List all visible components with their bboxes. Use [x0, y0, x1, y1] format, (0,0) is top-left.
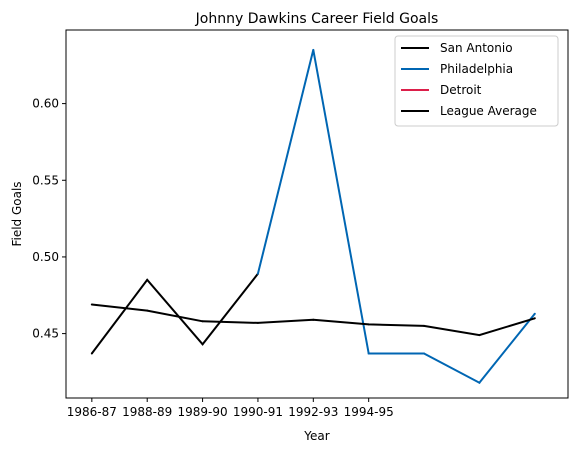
chart-title: Johnny Dawkins Career Field Goals [195, 11, 439, 27]
series-line [256, 49, 536, 384]
y-tick-label: 0.50 [32, 250, 59, 264]
data-point [256, 272, 259, 275]
data-point [478, 334, 481, 337]
series-3 [90, 303, 536, 337]
data-point [256, 321, 259, 324]
legend-entry: Detroit [401, 83, 482, 97]
data-point [423, 352, 425, 355]
series-layer [90, 48, 536, 384]
data-point [367, 323, 370, 326]
data-point [90, 352, 93, 355]
x-axis-label: Year [303, 429, 329, 443]
legend-label: League Average [440, 104, 537, 118]
legend-entry: League Average [401, 104, 537, 118]
data-point [533, 312, 536, 315]
legend-label: San Antonio [440, 41, 513, 55]
legend-label: Detroit [440, 83, 482, 97]
legend-label: Philadelphia [440, 62, 513, 76]
axes-layer: 1986-87 1988-89 1989-90 1990-91 1992-93 1994-… [32, 97, 393, 419]
legend-entry: San Antonio [401, 41, 513, 55]
data-point [146, 278, 149, 281]
x-tick-label: 1986-87 [67, 405, 117, 419]
x-tick-label: 1988-89 [122, 405, 172, 419]
x-tick-label: 1994-95 [344, 405, 394, 419]
legend: San Antonio Philadelphia Detroit League Ave… [394, 35, 559, 127]
data-point [90, 303, 93, 306]
data-point [478, 381, 481, 384]
y-tick-label: 0.45 [32, 327, 59, 341]
series-line [91, 273, 259, 355]
x-tick-label: 1990-91 [233, 405, 283, 419]
legend-box [394, 35, 559, 127]
data-point [312, 48, 315, 51]
plot-frame [65, 29, 569, 399]
data-point [201, 320, 204, 323]
x-tick-label: 1989-90 [178, 405, 228, 419]
y-tick-label: 0.55 [32, 173, 59, 187]
y-tick-label: 0.60 [32, 97, 59, 111]
x-tick-label: 1992-93 [288, 405, 338, 419]
data-point [201, 343, 204, 346]
data-point [423, 324, 425, 327]
data-point [367, 352, 370, 355]
series-1 [256, 48, 536, 384]
legend-entry: Philadelphia [401, 62, 513, 76]
data-point [533, 317, 536, 320]
data-point [312, 318, 315, 321]
y-axis-label: Field Goals [10, 181, 24, 246]
data-point [146, 309, 149, 312]
